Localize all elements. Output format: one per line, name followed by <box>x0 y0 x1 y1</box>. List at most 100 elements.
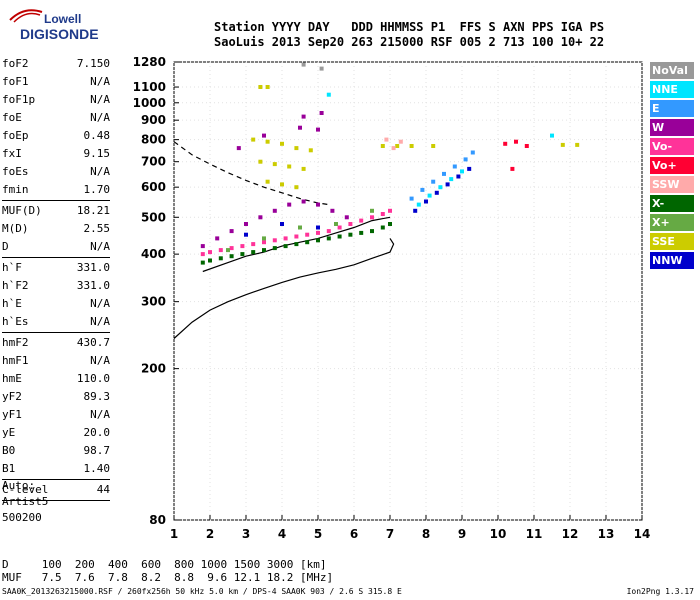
legend-item-e: E <box>650 100 694 117</box>
param-value: 18.21 <box>76 204 110 217</box>
param-label: foEs <box>2 165 29 178</box>
legend-item-nnw: NNW <box>650 252 694 269</box>
data-point-sse <box>409 144 414 148</box>
data-point-w <box>298 125 302 130</box>
data-point-w <box>287 202 292 207</box>
x-tick-label: 12 <box>562 527 579 541</box>
data-point-x- <box>200 260 205 265</box>
param-label: hmF1 <box>2 354 29 367</box>
logo-lowell-text: Lowell <box>44 12 82 26</box>
param-row: yE 20.0 <box>2 424 110 442</box>
param-row: h`E N/A <box>2 295 110 313</box>
data-point-nnw <box>424 199 428 204</box>
x-tick-label: 10 <box>490 527 507 541</box>
param-row: C-level 44 <box>2 481 110 499</box>
x-tick-label: 4 <box>278 527 286 541</box>
plot-frame <box>173 61 643 521</box>
data-point-sse <box>258 159 263 164</box>
y-tick-label: 500 <box>141 210 166 224</box>
data-point-noval <box>301 62 306 67</box>
header-values: SaoLuis 2013 Sep20 263 215000 RSF 005 2 … <box>214 35 605 49</box>
data-point-vo- <box>251 242 256 247</box>
param-label: h`F <box>2 261 22 274</box>
data-point-x- <box>305 240 310 245</box>
data-point-x- <box>337 234 342 239</box>
footer-bar: SAA0K_2013263215000.RSF / 260fx256h 50 k… <box>2 587 698 596</box>
data-point-vo- <box>229 246 234 251</box>
data-point-w <box>330 208 335 213</box>
param-row: h`Es N/A <box>2 313 110 331</box>
data-point-x- <box>298 225 302 230</box>
param-label: C-level <box>2 483 49 496</box>
param-row: foEs N/A <box>2 163 110 181</box>
autoscaling-info: Auto: Artist5 500200 <box>2 478 48 526</box>
y-tick-label: 800 <box>141 133 166 147</box>
param-separator <box>2 332 110 333</box>
data-point-ssw <box>384 137 389 142</box>
legend-item-vo-: Vo- <box>650 138 694 155</box>
data-point-sse <box>294 185 299 190</box>
data-point-nnw <box>413 208 418 213</box>
data-point-vo- <box>514 139 518 144</box>
data-point-sse <box>280 141 284 146</box>
data-point-sse <box>287 164 292 169</box>
param-value: N/A <box>90 75 110 88</box>
data-point-x- <box>294 242 299 247</box>
data-point-x- <box>272 246 277 251</box>
logo-digisonde-text: DIGISONDE <box>20 26 99 42</box>
param-value: 9.15 <box>83 147 111 160</box>
data-point-vo- <box>510 166 515 171</box>
data-point-sse <box>380 144 385 148</box>
data-point-w <box>244 222 248 226</box>
param-value: 7.150 <box>76 57 110 70</box>
data-point-x- <box>218 256 223 261</box>
param-label: hmF2 <box>2 336 29 349</box>
footer-version: Ion2Png 1.3.17 <box>626 587 694 596</box>
legend-item-sse: SSE <box>650 233 694 250</box>
data-point-nnw <box>456 174 461 179</box>
data-point-w <box>316 202 320 207</box>
param-value: 98.7 <box>83 444 111 457</box>
param-value: 89.3 <box>83 390 111 403</box>
data-point-nne <box>416 202 421 207</box>
x-tick-label: 2 <box>206 527 214 541</box>
data-point-sse <box>258 85 263 89</box>
data-point-vo- <box>208 250 212 255</box>
param-value: N/A <box>90 240 110 253</box>
data-point-sse <box>308 148 313 153</box>
param-label: foF1 <box>2 75 29 88</box>
muf-table: D 100 200 400 600 800 1000 1500 3000 [km… <box>2 558 333 584</box>
param-label: yF1 <box>2 408 22 421</box>
param-label: yF2 <box>2 390 22 403</box>
x-tick-label: 9 <box>458 527 466 541</box>
data-point-w <box>344 215 349 220</box>
data-point-sse <box>280 182 284 187</box>
data-point-nne <box>550 133 554 138</box>
data-point-w <box>236 146 241 151</box>
data-point-sse <box>265 139 270 144</box>
legend-item-w: W <box>650 119 694 136</box>
data-point-e <box>409 196 414 201</box>
auto-label: Auto: <box>2 479 36 492</box>
profile-curve <box>202 216 391 273</box>
data-point-x- <box>370 208 374 213</box>
data-point-vo- <box>294 234 299 239</box>
param-value: 44 <box>96 483 110 496</box>
data-point-sse <box>431 144 436 148</box>
x-tick-label: 7 <box>386 527 394 541</box>
param-label: M(D) <box>2 222 29 235</box>
data-point-sse <box>294 146 299 151</box>
data-point-ssw <box>391 146 396 151</box>
param-label: B1 <box>2 462 16 475</box>
param-value: 2.55 <box>83 222 111 235</box>
polarization-legend: NoVal NNE E W Vo- Vo+ SSW X- X+ SSE NNW <box>650 62 694 271</box>
logo-arc-icon <box>9 9 43 23</box>
param-label: D <box>2 240 9 253</box>
param-row: foF1p N/A <box>2 91 110 109</box>
data-point-x- <box>283 244 288 249</box>
data-point-x- <box>359 230 364 235</box>
data-point-sse <box>251 137 256 142</box>
x-tick-label: 11 <box>526 527 543 541</box>
muf-value-row: MUF 7.5 7.6 7.8 8.2 8.8 9.6 12.1 18.2 [M… <box>2 571 334 584</box>
